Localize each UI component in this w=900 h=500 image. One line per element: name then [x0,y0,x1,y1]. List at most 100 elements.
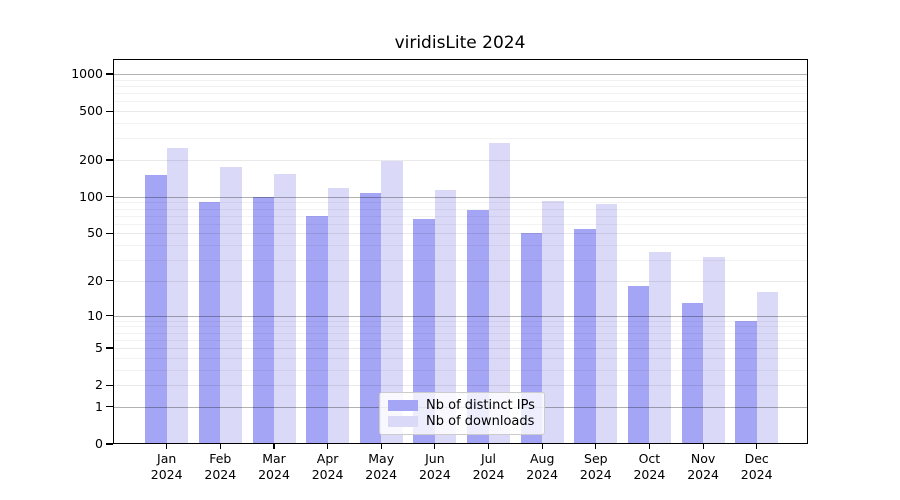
gridline-minor-800 [112,85,808,87]
gridline-minor-8 [112,326,808,328]
y-tick-label-5: 5 [95,340,103,355]
y-tick-label-100: 100 [79,188,103,204]
bar-nb-of-downloads-feb [220,166,242,444]
gridline-2 [112,385,808,387]
x-tick-mark-jun [434,444,436,449]
y-tick-label-0: 0 [95,436,103,451]
legend-item-downloads: Nb of downloads [388,414,536,429]
y-tick-label-2: 2 [95,377,103,393]
x-tick-label-oct: Oct 2024 [633,451,666,482]
plot-area [112,58,808,444]
y-tick-label-500: 500 [79,103,103,119]
bar-nb-of-distinct-ips-jun [413,218,435,444]
x-tick-label-nov: Nov 2024 [687,451,719,482]
bar-nb-of-downloads-dec [756,292,779,444]
x-tick-label-jul: Jul 2024 [472,451,505,482]
gridline-1000 [112,74,808,75]
y-tick-mark-5 [106,347,113,349]
y-tick-mark-1 [106,406,113,408]
bar-nb-of-distinct-ips-mar [252,197,274,444]
gridline-minor-60 [112,223,808,225]
gridline-minor-4 [112,357,808,359]
bar-nb-of-distinct-ips-nov [681,302,704,444]
gridline-minor-7 [112,332,808,334]
bar-nb-of-downloads-mar [274,173,296,444]
gridline-500 [112,111,808,113]
gridline-minor-40 [112,245,808,247]
y-tick-mark-500 [106,110,113,112]
x-tick-mark-jul [487,444,490,449]
bar-nb-of-downloads-jun [434,189,457,444]
legend-item-distinct-ips: Nb of distinct IPs [388,398,536,413]
legend-swatch-downloads [388,416,418,427]
x-tick-mark-feb [219,444,221,449]
bar-nb-of-downloads-may [381,161,403,444]
x-tick-mark-may [380,444,382,449]
y-tick-mark-0 [106,443,113,445]
x-tick-mark-apr [327,444,329,449]
bar-nb-of-downloads-aug [542,200,564,444]
x-tick-label-jun: Jun 2024 [418,451,451,482]
gridline-5 [112,348,808,349]
x-tick-label-apr: Apr 2024 [311,451,344,482]
y-tick-mark-50 [106,232,113,234]
x-tick-mark-jan [166,444,168,449]
gridline-200 [112,160,808,161]
bar-nb-of-downloads-jan [166,148,189,444]
y-tick-mark-200 [106,159,113,161]
gridline-10 [112,315,808,317]
y-tick-label-50: 50 [87,225,103,241]
x-tick-label-feb: Feb 2024 [204,451,237,482]
legend-swatch-distinct-ips [388,400,418,411]
gridline-minor-90 [112,202,808,204]
y-tick-label-1: 1 [95,398,103,414]
legend-label-downloads: Nb of downloads [426,414,535,429]
bar-nb-of-downloads-sep [595,203,618,444]
y-tick-mark-20 [106,280,113,282]
x-tick-mark-nov [702,444,704,449]
x-tick-mark-oct [648,444,650,449]
y-tick-label-10: 10 [87,307,103,323]
gridline-20 [112,280,808,282]
bar-nb-of-downloads-jul [488,142,510,444]
gridline-50 [112,233,808,235]
y-tick-label-20: 20 [87,272,103,288]
y-tick-label-200: 200 [79,152,103,167]
x-tick-mark-dec [756,444,758,449]
bar-nb-of-distinct-ips-oct [627,286,650,444]
bar-nb-of-distinct-ips-sep [574,229,596,444]
bar-nb-of-distinct-ips-jan [145,175,167,444]
x-tick-label-jan: Jan 2024 [150,451,183,482]
bar-nb-of-downloads-oct [649,252,671,444]
gridline-minor-6 [112,339,808,341]
gridline-minor-9 [112,320,808,322]
y-tick-mark-100 [106,196,113,198]
y-tick-mark-10 [106,315,113,317]
gridline-minor-70 [112,215,808,217]
gridline-minor-80 [112,208,808,210]
bar-nb-of-downloads-apr [327,187,350,444]
gridline-minor-3 [112,369,808,371]
legend-label-distinct-ips: Nb of distinct IPs [426,398,535,413]
bar-nb-of-distinct-ips-apr [306,215,328,444]
gridline-minor-600 [112,101,808,103]
x-tick-label-dec: Dec 2024 [740,451,773,482]
gridline-minor-900 [112,79,808,81]
x-tick-mark-aug [541,444,543,449]
x-tick-mark-sep [595,444,597,449]
x-tick-label-sep: Sep 2024 [579,451,612,482]
x-tick-label-mar: Mar 2024 [258,451,290,482]
gridline-100 [112,196,808,198]
gridline-minor-700 [112,93,808,95]
x-tick-label-aug: Aug 2024 [526,451,559,482]
bar-nb-of-downloads-nov [703,256,725,444]
bar-nb-of-distinct-ips-may [359,193,382,444]
y-tick-label-1000: 1000 [71,66,103,81]
gridline-minor-30 [112,260,808,262]
gridline-minor-400 [112,123,808,124]
y-tick-mark-1000 [106,73,113,75]
legend: Nb of distinct IPs Nb of downloads [379,392,545,435]
gridline-minor-300 [112,138,808,140]
x-tick-mark-mar [273,444,275,449]
